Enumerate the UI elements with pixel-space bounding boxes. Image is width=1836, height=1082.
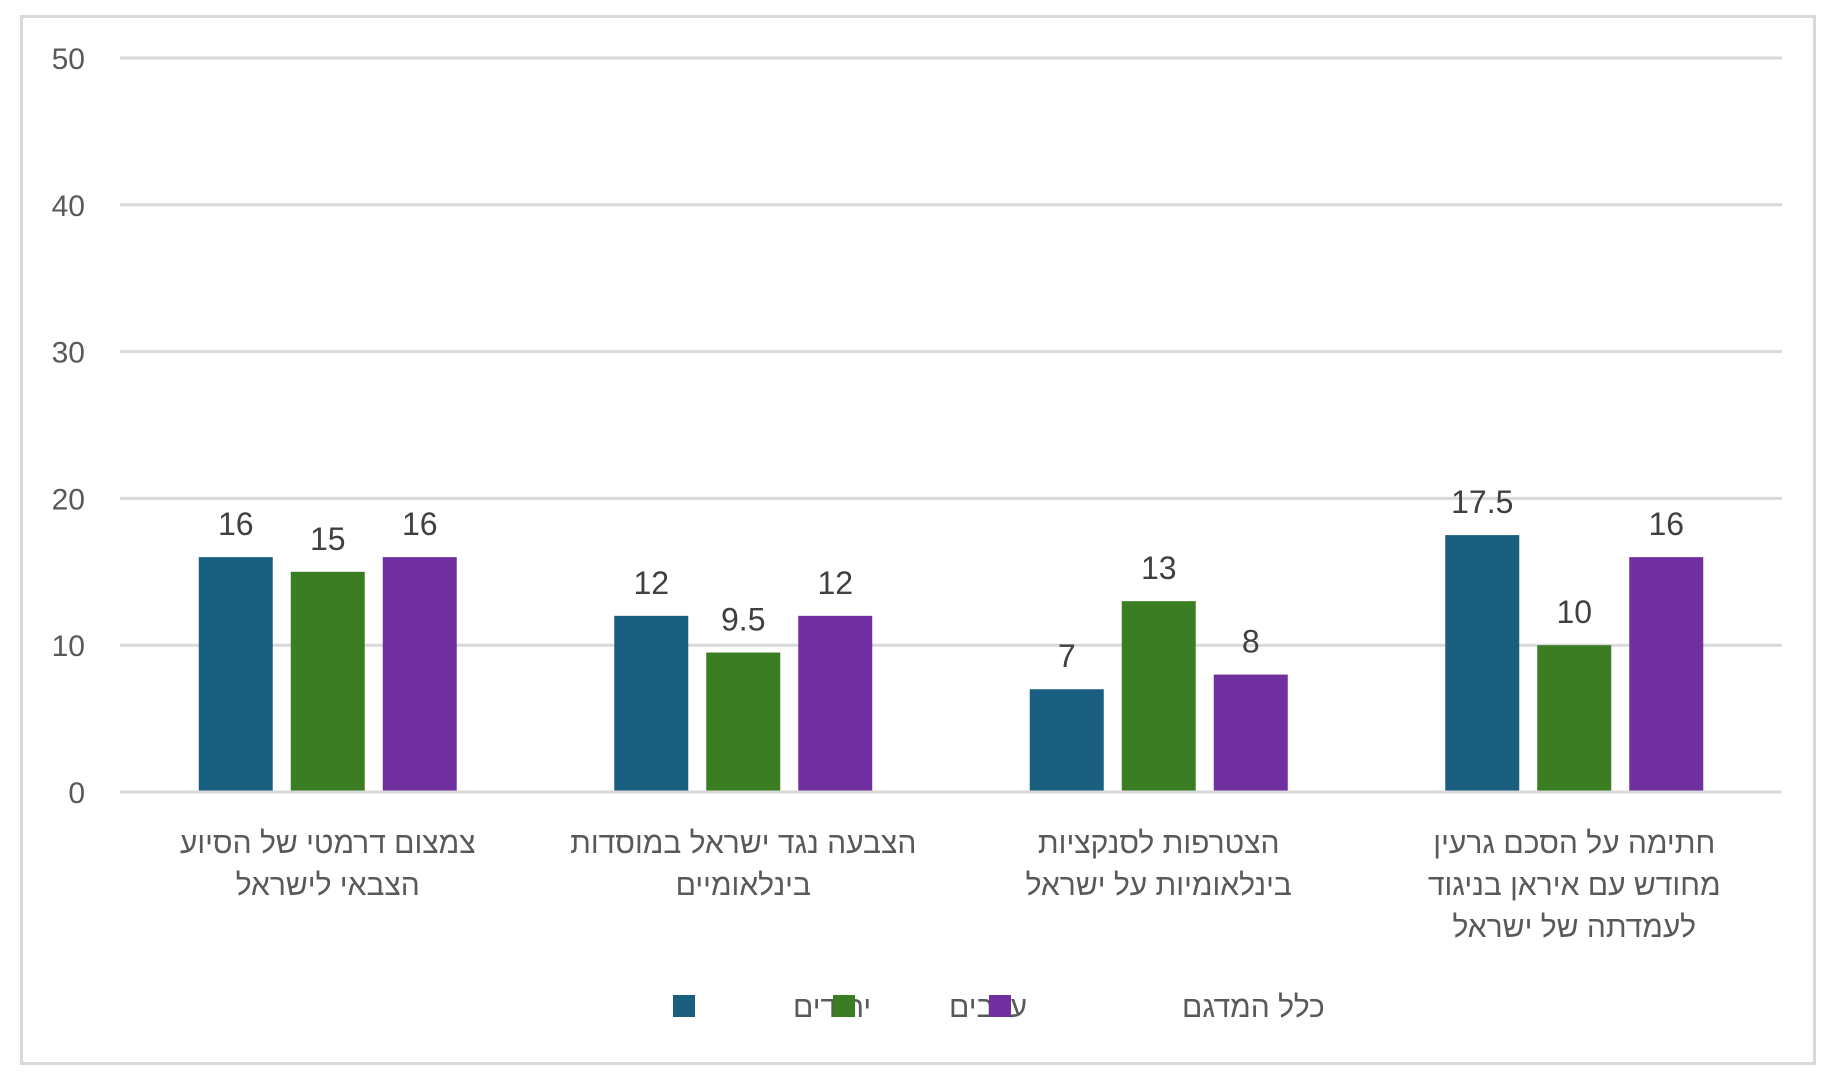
category-label: הצטרפות לסנקציות [1038,827,1280,860]
bar [614,615,689,792]
data-label: 16 [1648,506,1684,542]
bar [706,652,781,792]
category-label: חתימה על הסכם גרעין [1433,827,1715,860]
y-tick-label: 40 [52,190,85,223]
data-label: 8 [1242,624,1260,660]
bar [1537,645,1612,792]
y-tick-label: 50 [52,43,85,76]
bar [798,615,873,792]
y-tick-label: 0 [68,777,85,810]
category-label: מחודש עם איראן בניגוד [1428,869,1721,902]
legend-label: ערבים [949,991,1027,1024]
data-label: 12 [633,565,669,601]
legend-swatch [673,995,695,1017]
category-label: הצבעה נגד ישראל במוסדות [570,827,916,860]
data-label: 9.5 [721,602,765,638]
data-label: 7 [1058,638,1076,674]
bar [1445,535,1520,792]
data-label: 10 [1556,594,1592,630]
legend-swatch [833,995,855,1017]
data-label: 13 [1141,550,1177,586]
category-label: בינלאומיות על ישראל [1026,869,1292,902]
bar [1121,601,1196,792]
y-tick-label: 10 [52,630,85,663]
legend-swatch [989,995,1011,1017]
bar [1629,557,1704,792]
bar [1213,674,1288,792]
data-label: 12 [817,565,853,601]
data-label: 17.5 [1451,484,1513,520]
bar [382,557,457,792]
legend-label: כלל המדגם [1182,991,1325,1024]
category-label: בינלאומיים [676,869,811,902]
bar [290,571,365,792]
data-label: 15 [310,521,346,557]
bar [1029,689,1104,792]
category-label: צמצום דרמטי של הסיוע [180,827,476,860]
data-label: 16 [218,506,254,542]
y-tick-label: 30 [52,337,85,370]
legend-label: יהודים [793,991,871,1024]
category-label: הצבאי לישראל [236,869,420,902]
y-tick-label: 20 [52,483,85,516]
data-label: 16 [402,506,438,542]
bar [198,557,273,792]
category-label: לעמדתה של ישראל [1453,911,1696,944]
